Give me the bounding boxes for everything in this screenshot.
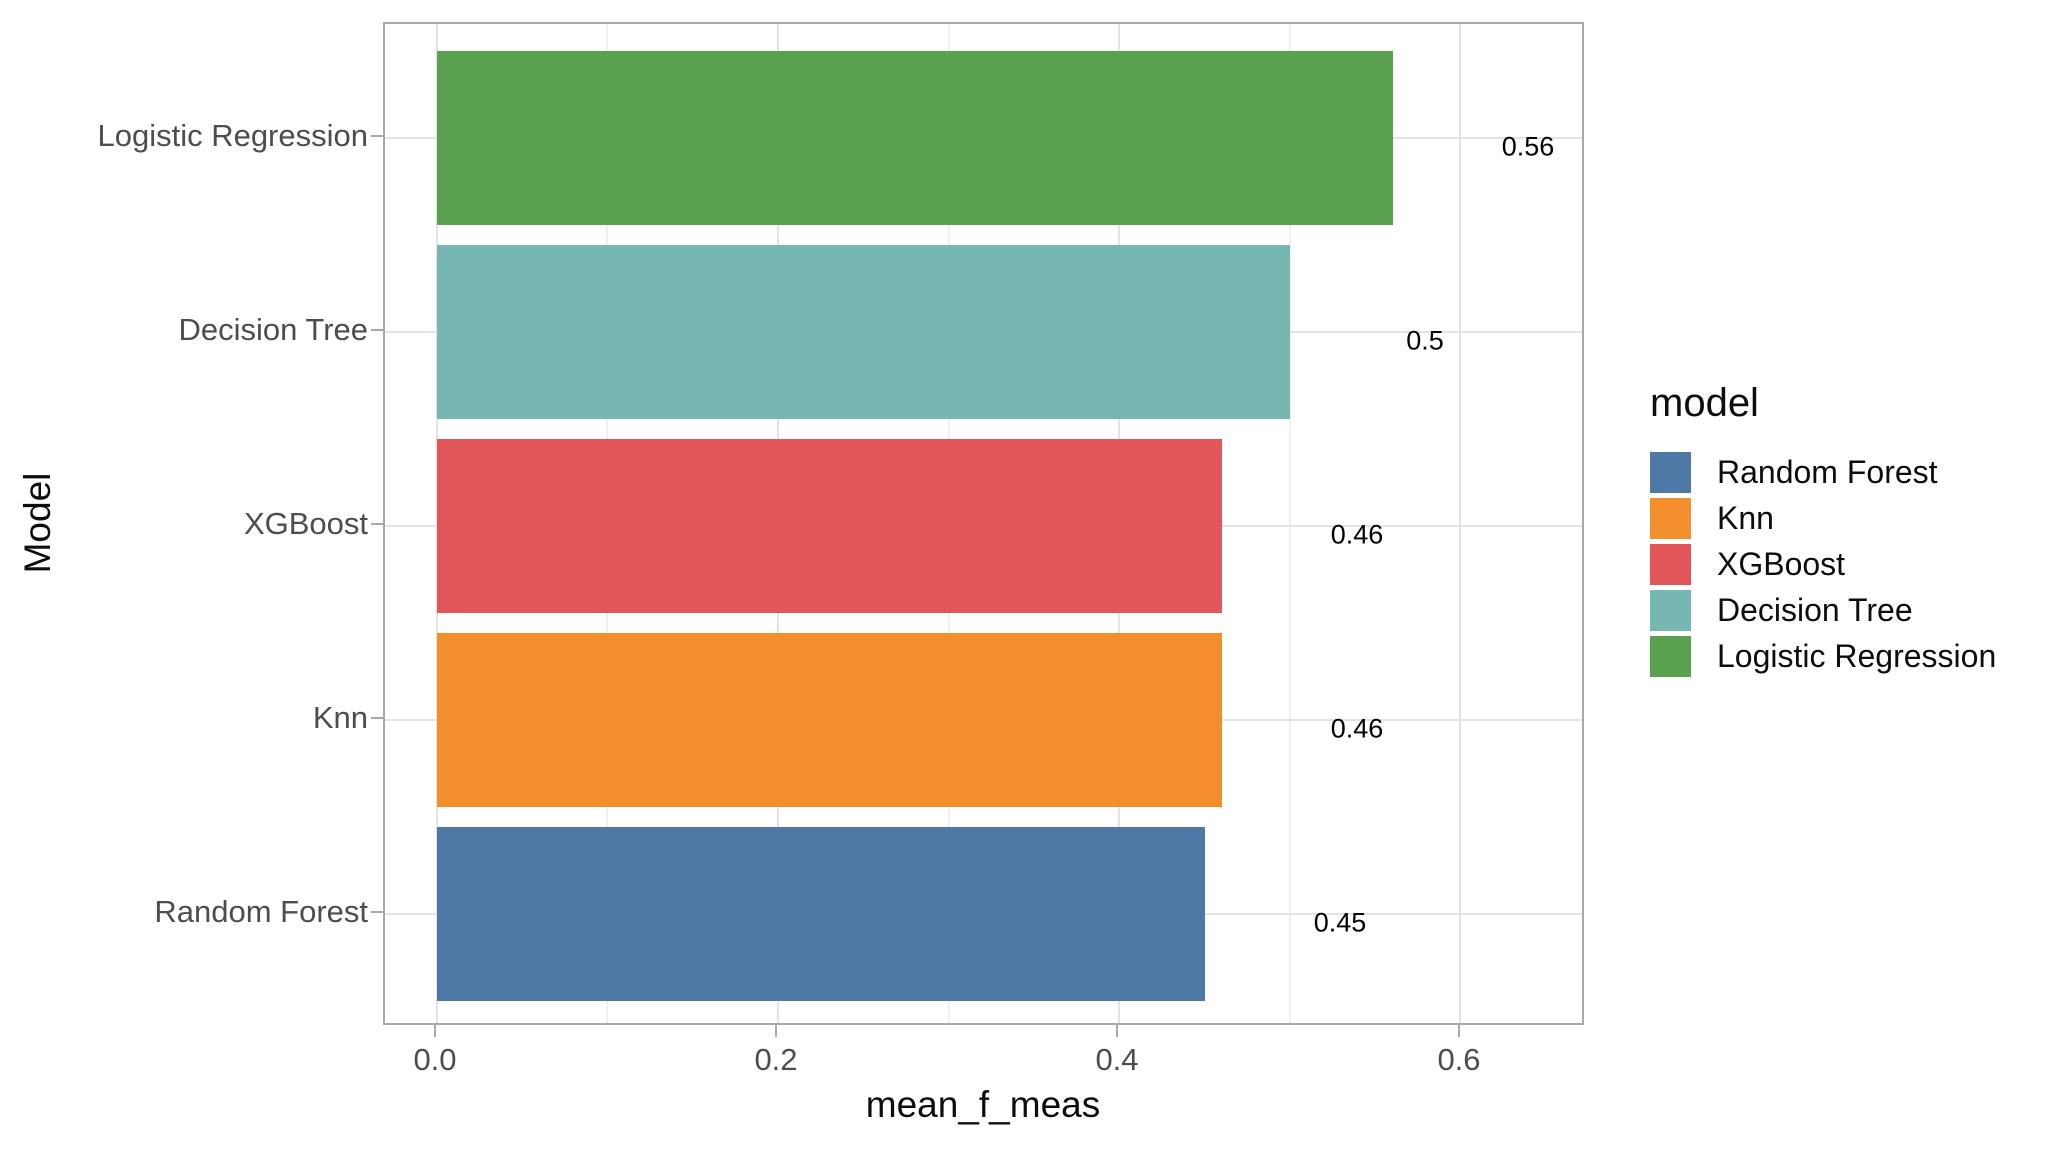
x-tick-label-0.2: 0.2 — [754, 1042, 798, 1077]
legend-item-label: Decision Tree — [1717, 592, 1913, 628]
legend-item-label: Random Forest — [1717, 454, 1938, 490]
bar-value-label: 0.46 — [1330, 519, 1384, 550]
y-category-label-logistic-regression: Logistic Regression — [97, 118, 368, 153]
x-tickmark — [1458, 1025, 1460, 1037]
legend-item-label: Knn — [1717, 500, 1774, 536]
bar-knn — [437, 633, 1222, 807]
bar-value-label: 0.46 — [1330, 713, 1384, 744]
y-category-label-knn: Knn — [312, 700, 368, 735]
legend-item: Decision Tree — [1650, 590, 1996, 631]
legend-item-label: XGBoost — [1717, 546, 1846, 582]
bar-decision-tree — [437, 245, 1290, 419]
legend: model Random Forest Knn XGBoost Decision… — [1650, 381, 1996, 682]
y-category-label-decision-tree: Decision Tree — [178, 312, 368, 347]
legend-item: Logistic Regression — [1650, 636, 1996, 677]
gridline-v-minor-0.5 — [1289, 24, 1291, 1023]
y-tickmark — [371, 523, 383, 525]
bar-xgboost — [437, 439, 1222, 613]
legend-swatch-random-forest — [1650, 452, 1691, 493]
y-tickmark — [371, 717, 383, 719]
x-tickmark — [775, 1025, 777, 1037]
bar-logistic-regression — [437, 51, 1393, 225]
x-tick-label-0.4: 0.4 — [1095, 1042, 1139, 1077]
bar-value-label: 0.5 — [1406, 325, 1444, 356]
bar-value-label: 0.56 — [1501, 131, 1555, 162]
x-tick-label-0.0: 0.0 — [413, 1042, 457, 1077]
x-tickmark — [434, 1025, 436, 1037]
legend-item-label: Logistic Regression — [1717, 638, 1997, 674]
legend-item: Knn — [1650, 498, 1996, 539]
legend-item: Random Forest — [1650, 452, 1996, 493]
x-tickmark — [1116, 1025, 1118, 1037]
y-tickmark — [371, 135, 383, 137]
gridline-v-major-0.6 — [1459, 24, 1461, 1023]
x-axis-title: mean_f_meas — [865, 1084, 1101, 1125]
x-tick-label-0.6: 0.6 — [1437, 1042, 1481, 1077]
y-category-label-random-forest: Random Forest — [154, 894, 368, 929]
legend-item: XGBoost — [1650, 544, 1996, 585]
legend-swatch-knn — [1650, 498, 1691, 539]
y-category-label-xgboost: XGBoost — [243, 506, 368, 541]
y-tickmark — [371, 329, 383, 331]
y-axis-title: Model — [17, 472, 58, 574]
legend-title: model — [1650, 381, 1759, 425]
legend-swatch-decision-tree — [1650, 590, 1691, 631]
plot-panel: 0.56 0.5 0.46 0.46 0.45 — [383, 22, 1584, 1025]
legend-swatch-xgboost — [1650, 544, 1691, 585]
y-tickmark — [371, 911, 383, 913]
bar-random-forest — [437, 827, 1205, 1001]
legend-swatch-logistic-regression — [1650, 636, 1691, 677]
bar-value-label: 0.45 — [1313, 907, 1367, 938]
